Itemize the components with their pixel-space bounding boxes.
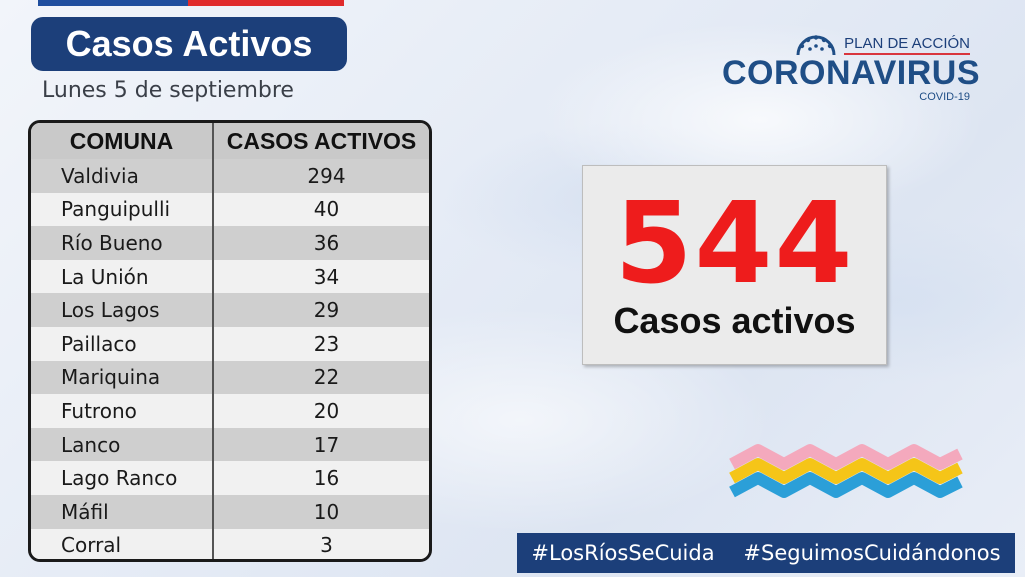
casos-cell: 34 xyxy=(313,264,340,289)
casos-cell: 3 xyxy=(320,533,333,558)
table-row: Máfil 10 xyxy=(31,494,429,529)
logo-sub-text: COVID-19 xyxy=(919,91,970,103)
comuna-cell: Valdivia xyxy=(31,159,214,193)
table-header: COMUNA CASOS ACTIVOS xyxy=(31,123,429,159)
casos-cell: 22 xyxy=(313,365,340,390)
comuna-cell: Corral xyxy=(31,528,214,559)
comuna-cell: Lago Ranco xyxy=(31,461,214,495)
page-title: Casos Activos xyxy=(65,23,313,64)
table-body: Valdivia 294 Panguipulli 40 Río Bueno 36 La… xyxy=(31,159,429,559)
casos-cell: 29 xyxy=(313,298,340,323)
casos-cell: 20 xyxy=(313,398,340,423)
hashtag-los-rios: #LosRíosSeCuida xyxy=(531,541,715,565)
table-row: Río Bueno 36 xyxy=(31,226,429,260)
casos-cell: 17 xyxy=(313,432,340,457)
comuna-cell: Los Lagos xyxy=(31,293,214,327)
plan-coronavirus-logo: PLAN DE ACCIÓN CORONAVIRUS COVID-19 xyxy=(722,34,980,108)
table-row: Corral 3 xyxy=(31,528,429,559)
comuna-cell: Futrono xyxy=(31,394,214,428)
table-row: La Unión 34 xyxy=(31,259,429,294)
header-casos: CASOS ACTIVOS xyxy=(226,127,417,154)
comuna-cell: Panguipulli xyxy=(31,192,214,227)
table-row: Lanco 17 xyxy=(31,427,429,462)
hashtag-bar: #LosRíosSeCuida #SeguimosCuidándonos xyxy=(517,533,1015,573)
table-row: Valdivia 294 xyxy=(31,159,429,193)
logo-plan-text: PLAN DE ACCIÓN xyxy=(844,35,970,55)
casos-cell: 294 xyxy=(307,163,346,188)
table-row: Lago Ranco 16 xyxy=(31,461,429,495)
table-row: Futrono 20 xyxy=(31,394,429,428)
regional-waves-icon xyxy=(729,444,963,498)
comuna-cell: Río Bueno xyxy=(31,226,214,260)
comuna-cell: Paillaco xyxy=(31,326,214,361)
comuna-cell: Lanco xyxy=(31,427,214,462)
date-label: Lunes 5 de septiembre xyxy=(42,78,294,103)
logo-main-text: CORONAVIRUS xyxy=(722,54,980,92)
hashtag-seguimos: #SeguimosCuidándonos xyxy=(743,541,1001,565)
title-banner: Casos Activos xyxy=(31,17,347,71)
table-row: Panguipulli 40 xyxy=(31,192,429,227)
casos-cell: 23 xyxy=(313,331,340,356)
total-cases-label: Casos activos xyxy=(613,300,856,341)
table-row: Mariquina 22 xyxy=(31,360,429,395)
header-comuna: COMUNA xyxy=(31,123,214,159)
total-cases-card: 544 Casos activos xyxy=(582,165,887,365)
casos-cell: 36 xyxy=(313,230,340,255)
cases-table: COMUNA CASOS ACTIVOS Valdivia 294 Panguip… xyxy=(28,120,432,562)
total-cases-number: 544 xyxy=(614,179,855,309)
comuna-cell: La Unión xyxy=(31,259,214,294)
casos-cell: 10 xyxy=(313,499,340,524)
comuna-cell: Máfil xyxy=(31,494,214,529)
casos-cell: 40 xyxy=(313,197,340,222)
comuna-cell: Mariquina xyxy=(31,360,214,395)
virus-arc-icon xyxy=(796,35,836,56)
casos-cell: 16 xyxy=(313,466,340,491)
flag-strip xyxy=(38,0,344,6)
table-row: Los Lagos 29 xyxy=(31,293,429,327)
table-row: Paillaco 23 xyxy=(31,326,429,361)
